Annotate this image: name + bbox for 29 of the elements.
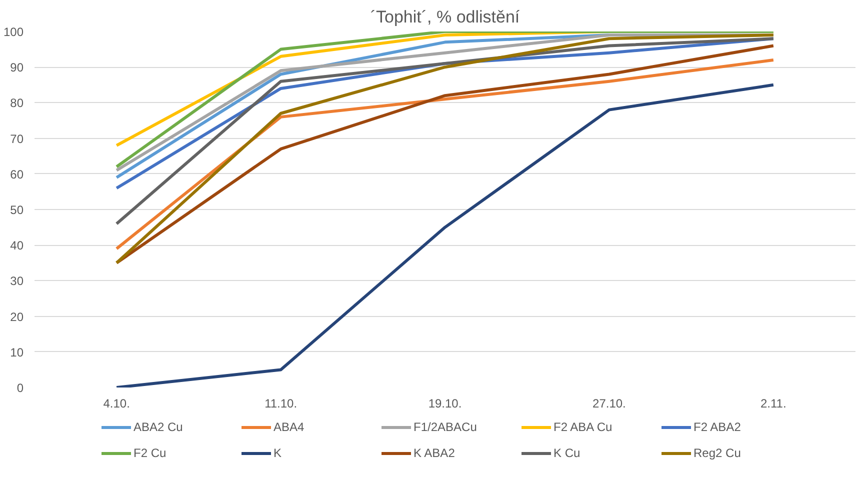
chart-title: ´Tophit´, % odlistění	[370, 8, 520, 26]
legend-label: F1/2ABACu	[414, 420, 478, 434]
x-tick-label: 2.11.	[760, 396, 786, 410]
y-tick-label: 40	[10, 238, 24, 253]
legend-label: K Cu	[554, 446, 582, 460]
y-tick-label: 60	[10, 167, 24, 182]
legend-label: F2 Cu	[134, 446, 168, 460]
y-tick-label: 20	[10, 310, 24, 324]
line-series	[115, 83, 775, 388]
legend-label: ABA2 Cu	[134, 420, 184, 434]
x-tick-label: 27.10.	[592, 396, 626, 410]
y-tick-label: 10	[10, 345, 24, 360]
legend-label: ABA4	[274, 420, 306, 434]
y-tick-label: 80	[10, 96, 24, 110]
legend-label: Reg2 Cu	[694, 446, 742, 460]
x-tick-label: 11.10.	[264, 396, 298, 410]
y-tick-label: 0	[16, 381, 24, 395]
y-tick-label: 30	[10, 274, 24, 288]
legend-label: F2 ABA2	[694, 420, 742, 434]
y-tick-label: 50	[10, 203, 24, 217]
line-series	[115, 37, 775, 226]
x-tick-label: 4.10.	[103, 396, 130, 410]
legend-label: K ABA2	[414, 446, 456, 460]
y-tick-label: 100	[3, 25, 24, 39]
y-tick-label: 90	[10, 60, 24, 75]
x-tick-label: 19.10.	[428, 396, 462, 410]
y-tick-label: 70	[10, 132, 24, 146]
legend-label: K	[274, 446, 283, 460]
legend-label: F2 ABA Cu	[554, 420, 614, 434]
